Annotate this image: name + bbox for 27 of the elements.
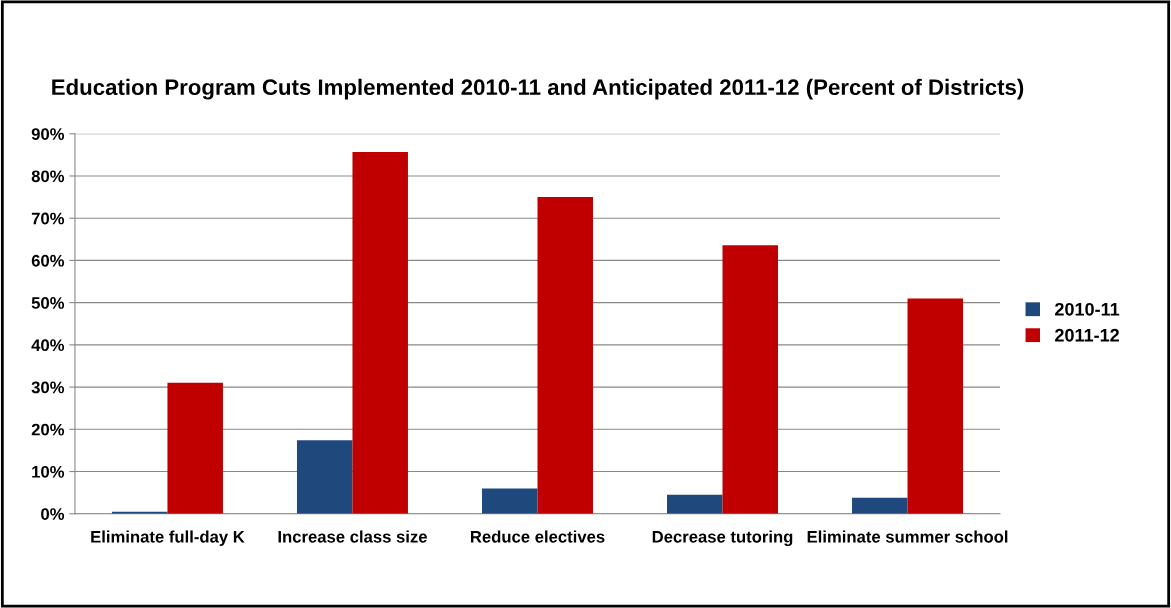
chart-title: Education Program Cuts Implemented 2010-11 and Anticipated 2011-12 (Percent of Districts) xyxy=(52,78,1024,100)
x-tick-label: Reduce electives xyxy=(470,530,605,543)
bar xyxy=(167,382,223,514)
bar xyxy=(722,245,779,514)
y-tick-label: 50% xyxy=(31,297,65,309)
bar xyxy=(481,488,538,514)
x-tick-label: Eliminate summer school xyxy=(807,530,1008,543)
y-tick-label: 0% xyxy=(41,508,65,520)
y-tick-label: 30% xyxy=(31,381,65,394)
legend-label: 2011-12 xyxy=(1055,328,1119,342)
bar xyxy=(667,494,723,514)
y-tick-label: 70% xyxy=(31,212,65,225)
bar xyxy=(352,151,408,514)
x-tick-label: Decrease tutoring xyxy=(652,530,793,547)
y-tick-label: 10% xyxy=(32,465,65,478)
y-tick-label: 90% xyxy=(31,128,65,140)
bar xyxy=(296,440,353,514)
y-tick-label: 80% xyxy=(31,170,65,183)
y-tick-label: 60% xyxy=(31,254,65,267)
x-tick-label: Increase class size xyxy=(278,530,427,543)
x-tick-label: Eliminate full-day K xyxy=(91,530,245,546)
legend-label: 2010-11 xyxy=(1055,302,1120,316)
bar xyxy=(852,497,908,514)
bar xyxy=(907,298,964,514)
y-tick-label: 20% xyxy=(31,423,65,436)
y-tick-label: 40% xyxy=(31,339,65,352)
bar xyxy=(537,197,593,514)
